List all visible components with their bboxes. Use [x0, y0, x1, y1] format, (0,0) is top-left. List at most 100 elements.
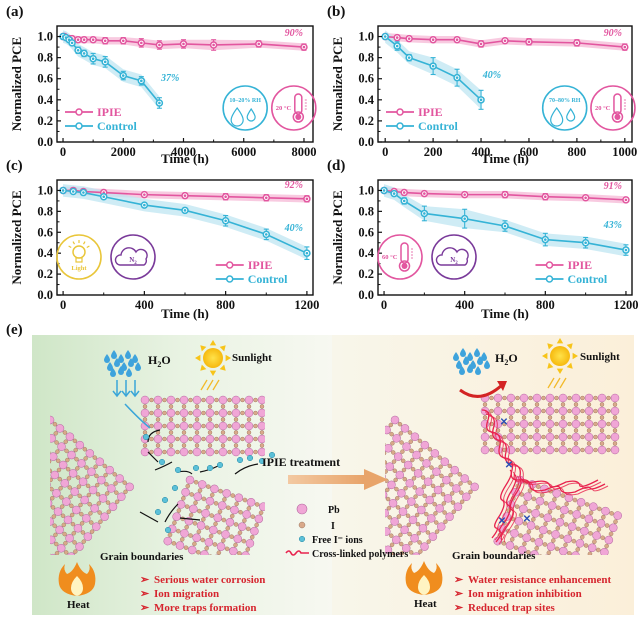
end-value-label: 90%: [604, 28, 622, 39]
i-atom: [74, 457, 79, 462]
nitrogen-label: N2: [450, 256, 458, 266]
water-drop: [132, 354, 138, 363]
i-atom: [208, 533, 214, 539]
pb-atom: [229, 546, 238, 555]
i-atom: [449, 491, 455, 496]
pb-atom: [257, 447, 265, 457]
pb-atom: [257, 421, 265, 431]
pb-atom: [597, 419, 607, 429]
pb-atom: [558, 419, 568, 429]
i-atom: [556, 505, 561, 510]
bond: [18, 478, 28, 486]
i-atom: [416, 531, 421, 536]
i-atom: [542, 542, 548, 547]
i-atom: [214, 423, 219, 429]
i-atom: [385, 487, 390, 493]
pb-atom: [506, 393, 516, 403]
bond: [0, 470, 8, 480]
i-atom: [597, 506, 602, 512]
data-point-center: [224, 195, 227, 199]
sun-ray: [200, 345, 207, 352]
x-tick-label: 0: [382, 145, 388, 159]
i-atom: [142, 417, 148, 422]
i-atom: [3, 490, 9, 496]
y-tick-label: 0.4: [358, 246, 374, 260]
left-bullet-list: ➢ Serious water corrosion ➢ Ion migration ➢ M…: [140, 574, 265, 614]
i-atom: [489, 408, 494, 414]
free-ion: [158, 458, 166, 466]
i-atom: [205, 505, 210, 510]
i-atom: [401, 467, 407, 473]
i-atom: [246, 506, 252, 511]
pb-atom: [91, 522, 101, 531]
i-atom: [612, 428, 618, 433]
pb-atom: [60, 479, 70, 488]
i-atom: [254, 522, 259, 528]
pb-atom: [17, 527, 28, 538]
pb-atom: [107, 484, 116, 493]
i-atom: [180, 537, 185, 542]
blocked-x-marker: ✕: [498, 516, 506, 527]
pb-atom: [82, 514, 91, 523]
legend-label-control: Control: [418, 119, 458, 133]
polymer-chain: [485, 413, 599, 488]
free-ion: [258, 457, 266, 465]
polymer-legend-symbol: [285, 550, 309, 556]
sun-disc: [203, 348, 223, 368]
i-atom: [66, 476, 72, 481]
i-atom: [392, 468, 398, 473]
i-atom: [238, 510, 243, 515]
pb-atom: [539, 525, 548, 535]
data-point-center: [61, 189, 65, 192]
pb-atom: [225, 517, 235, 527]
i-atom: [528, 421, 533, 427]
i-atom: [408, 541, 413, 546]
badge-n2: N2: [431, 234, 477, 280]
data-point-center: [91, 57, 95, 60]
pb-atom: [519, 393, 529, 403]
data-point-center: [407, 37, 411, 40]
i-atom: [50, 468, 53, 473]
sun-ray: [542, 352, 548, 360]
pb-atom: [205, 447, 215, 457]
i-atom: [4, 499, 10, 505]
i-atom: [440, 492, 446, 497]
pb-atom: [204, 537, 214, 547]
pb-atom: [530, 550, 539, 555]
i-atom: [193, 500, 198, 505]
condition-badges: 70–80% RH 20 °C: [541, 85, 636, 131]
i-atom: [420, 475, 426, 480]
i-atom: [515, 408, 520, 414]
i-atom: [563, 542, 568, 548]
pb-legend-label: Pb: [328, 505, 340, 516]
bond: [23, 523, 31, 533]
free-ion: [161, 496, 169, 504]
pb-atom: [55, 424, 65, 433]
pb-atom: [11, 454, 22, 465]
light-label: Light: [71, 265, 87, 272]
i-atom: [567, 530, 573, 535]
x-tick-label: 800: [568, 145, 587, 159]
i-atom: [531, 496, 537, 502]
pb-atom: [395, 470, 405, 480]
i-atom: [580, 434, 585, 440]
i-atom: [560, 402, 566, 407]
i-atom: [482, 402, 488, 407]
pb-atom: [117, 492, 126, 502]
i-atom: [222, 497, 227, 502]
i-atom: [424, 521, 430, 526]
bullet-text: More traps formation: [154, 602, 256, 614]
i-atom: [176, 528, 181, 534]
i-atom: [21, 489, 27, 495]
i-atom: [88, 511, 93, 516]
i-atom: [429, 465, 434, 470]
pb-atom: [390, 517, 399, 526]
i-atom: [188, 512, 194, 518]
pb-atom: [233, 534, 242, 544]
pb-atom: [181, 487, 190, 497]
bond: [0, 480, 10, 488]
pb-atom: [480, 432, 490, 442]
pb-atom: [558, 393, 568, 403]
i-atom: [85, 483, 91, 489]
water-arrows-icon: [112, 380, 151, 429]
